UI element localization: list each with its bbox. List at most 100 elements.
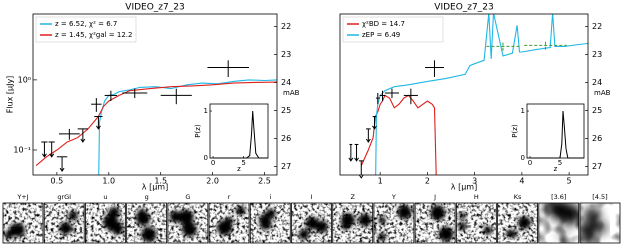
source-blob (68, 210, 78, 221)
source-blob (137, 208, 147, 218)
source-blob (559, 231, 566, 238)
stamp-label: i (269, 193, 271, 201)
inset-frame (526, 103, 585, 159)
stamp-noise (497, 203, 538, 243)
stamp-label: G (185, 193, 190, 201)
source-blob (315, 220, 328, 233)
inset-y-tick-label: 0 (521, 154, 525, 162)
source-blob (169, 210, 182, 223)
stamp-label: I (311, 193, 313, 201)
panel: VIDEO_z7_23 λ [μm] Flux [μJy] mAB 0.5 1.0 1.5 2… (6, 3, 300, 192)
plot-frame (32, 13, 278, 176)
y-axis-label: Flux [μJy] (6, 76, 15, 114)
source-blob (217, 219, 233, 236)
pz-line (530, 110, 584, 159)
stamp-sources (458, 212, 493, 235)
legend-label: χ²BD = 14.7 (362, 20, 405, 28)
upper-limit-arrow (49, 153, 55, 158)
source-blob (483, 225, 493, 235)
stamp-label: Y+J (16, 193, 28, 201)
stamp-frame (538, 202, 580, 244)
legend-box (342, 16, 444, 43)
stamp-sources (259, 208, 276, 230)
x-axis-label: λ [μm] (451, 183, 477, 192)
stamp-sources (548, 203, 579, 238)
y2-tick-label: 23 (281, 50, 291, 59)
inset-x-label: z (237, 165, 241, 173)
x-tick-label: 1.5 (154, 177, 167, 186)
y2-tick-label: 26 (592, 134, 602, 143)
source-blob (430, 205, 446, 221)
chart-title: VIDEO_z7_23 (434, 3, 493, 13)
y2-tick-label: 24 (592, 78, 602, 87)
stamp-frame (126, 202, 168, 244)
upper-limit-arrow (59, 167, 65, 173)
upper-limit-arrow (42, 153, 47, 158)
source-blob (596, 222, 607, 234)
source-blob (305, 216, 319, 230)
source-blob (108, 206, 120, 219)
inset-y-tick-label: 0 (204, 154, 208, 162)
stamp-sources (102, 206, 124, 235)
stamp-label: r (228, 193, 231, 201)
stamp-label: grGI (57, 193, 71, 201)
x-tick-label: 1 (378, 177, 383, 186)
y2-tick-label: 23 (592, 50, 602, 59)
stamp-sources (340, 212, 372, 231)
stamp-label: J (433, 193, 436, 201)
stamp-frame (373, 202, 415, 244)
stamp-frame (167, 202, 209, 244)
inset-x-tick-label: 5 (241, 159, 245, 167)
x-axis-label: λ [μm] (142, 183, 168, 192)
stamp-label: [3.6] (551, 193, 566, 201)
x-tick-label: 2 (425, 177, 430, 186)
source-blob (438, 226, 454, 242)
x-tick-label: 3 (472, 177, 477, 186)
stamp-sources (378, 205, 412, 241)
source-blob (458, 222, 467, 231)
stamp-sources (169, 209, 197, 237)
legend-label: zEP = 6.49 (362, 31, 400, 39)
source-blob (11, 223, 25, 237)
inset-x-tick-label: 0 (211, 159, 215, 167)
stamp-sources (506, 216, 531, 238)
upper-limit-arrow (365, 138, 371, 143)
y2-tick-label: 27 (592, 162, 602, 171)
legend-label: z = 6.52, χ² = 6.7 (55, 20, 117, 28)
stamp-sources (135, 208, 157, 243)
legend-label: z = 1.45, χ²gal = 12.2 (55, 31, 132, 39)
inset-y-tick-label: 1 (521, 107, 525, 115)
stamp-frame (249, 202, 291, 244)
plot-frame (339, 13, 589, 176)
source-blob (66, 225, 74, 232)
upper-limit-arrow (95, 125, 101, 130)
source-blob (397, 205, 412, 220)
stamp-frame (208, 202, 250, 244)
x-tick-label: 4 (519, 177, 524, 186)
source-blob (235, 205, 246, 216)
source-blob (358, 213, 372, 227)
stamp-frame (455, 202, 497, 244)
stamp-sources (4, 223, 25, 240)
y2-tick-label: 25 (281, 106, 291, 115)
source-blob (182, 222, 197, 237)
x-tick-label: 0.5 (51, 177, 64, 186)
y2-tick-label: 26 (281, 134, 291, 143)
stamp-label: H (474, 193, 479, 201)
stamp-sources (430, 205, 454, 242)
stamp-label: Ks (514, 193, 522, 201)
upper-limit-arrow (372, 125, 377, 130)
stamp-sources (59, 210, 78, 235)
stamp-frame (497, 202, 538, 244)
x-tick-label: 5 (567, 177, 572, 186)
inset-x-tick-label: 5 (558, 159, 562, 167)
source-blob (517, 216, 531, 230)
upper-limit-arrow (358, 174, 364, 179)
stamp-frame (85, 202, 126, 244)
stamp-frame (43, 202, 85, 244)
stamp-frame (2, 202, 44, 244)
stamp-label: Y (391, 193, 396, 201)
inset-x-label: z (554, 165, 558, 173)
